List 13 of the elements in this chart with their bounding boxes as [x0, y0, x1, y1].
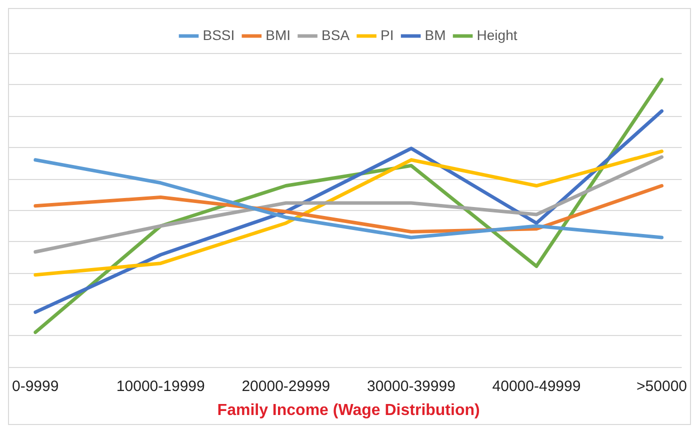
- x-tick-label: 20000-29999: [242, 378, 330, 395]
- legend-label: BSA: [322, 26, 350, 43]
- legend-label: BMI: [266, 26, 291, 43]
- x-tick-label: 0-9999: [12, 378, 59, 395]
- x-axis-title: Family Income (Wage Distribution): [217, 402, 480, 419]
- x-tick-label: 30000-39999: [366, 378, 456, 395]
- x-tick-label: 10000-19999: [116, 378, 205, 395]
- x-tick-label: >50000: [636, 378, 688, 395]
- legend-label: BM: [424, 26, 446, 43]
- legend-label: PI: [380, 26, 394, 43]
- legend-label: BSSI: [202, 26, 235, 43]
- x-tick-label: 40000-49999: [492, 378, 581, 395]
- legend-label: Height: [476, 26, 518, 43]
